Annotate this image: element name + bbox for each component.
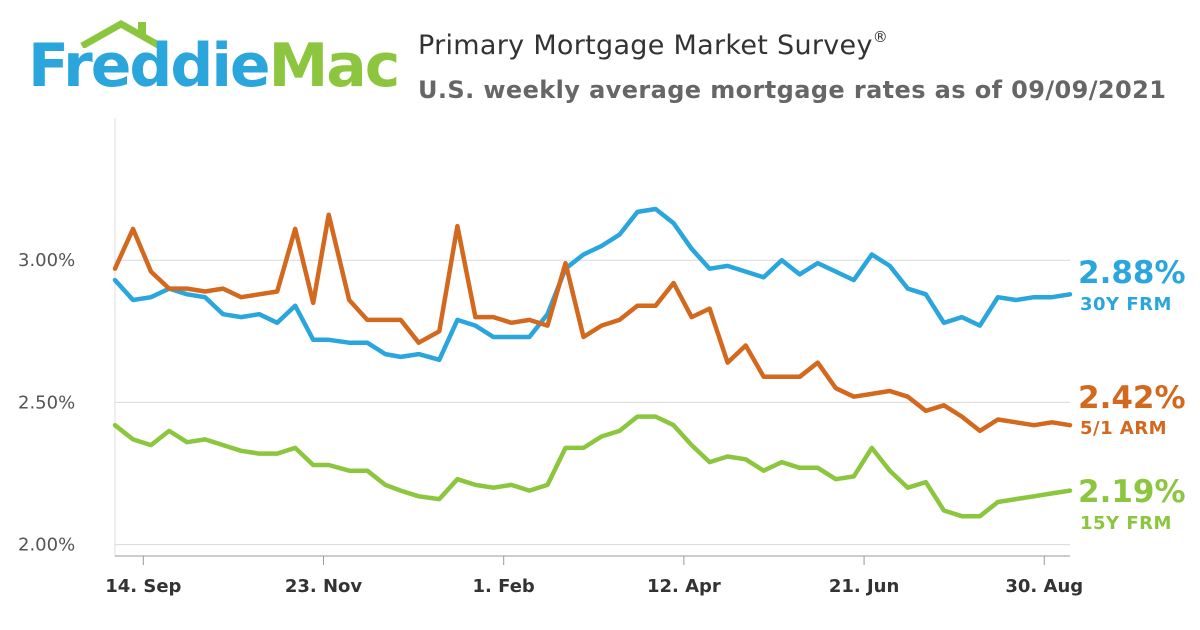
y-tick-label: 2.00% xyxy=(18,535,75,556)
x-tick-label: 14. Sep xyxy=(105,576,181,597)
series-name-frm30: 30Y FRM xyxy=(1080,294,1172,315)
series-name-arm51: 5/1 ARM xyxy=(1080,418,1167,439)
house-roof-icon xyxy=(80,19,162,48)
x-tick-label: 12. Apr xyxy=(647,576,721,597)
logo-wordmark: FreddieMac xyxy=(28,36,400,96)
x-tick-label: 21. Jun xyxy=(829,576,899,597)
x-tick-label: 23. Nov xyxy=(285,576,363,597)
series-end-value-frm30: 2.88% xyxy=(1078,255,1186,291)
x-tick-label: 1. Feb xyxy=(473,576,535,597)
freddie-mac-logo: FreddieMac xyxy=(28,18,400,104)
x-tick-label: 30. Aug xyxy=(1005,576,1083,597)
series-name-frm15: 15Y FRM xyxy=(1080,513,1172,534)
registered-mark: ® xyxy=(872,28,889,46)
series-line-frm30 xyxy=(112,206,1073,363)
series-line-frm15 xyxy=(112,414,1073,519)
chart-title: Primary Mortgage Market Survey® xyxy=(418,28,889,61)
logo-text-mac: Mac xyxy=(268,31,401,101)
y-tick-label: 3.00% xyxy=(18,250,75,271)
chart-title-text: Primary Mortgage Market Survey xyxy=(418,30,873,61)
y-tick-label: 2.50% xyxy=(18,392,75,413)
logo-text-freddie: Freddie xyxy=(28,31,271,101)
series-line-arm51 xyxy=(112,212,1073,434)
chart-subtitle: U.S. weekly average mortgage rates as of… xyxy=(418,76,1167,104)
series-end-value-arm51: 2.42% xyxy=(1078,380,1186,416)
series-end-value-frm15: 2.19% xyxy=(1078,474,1186,510)
